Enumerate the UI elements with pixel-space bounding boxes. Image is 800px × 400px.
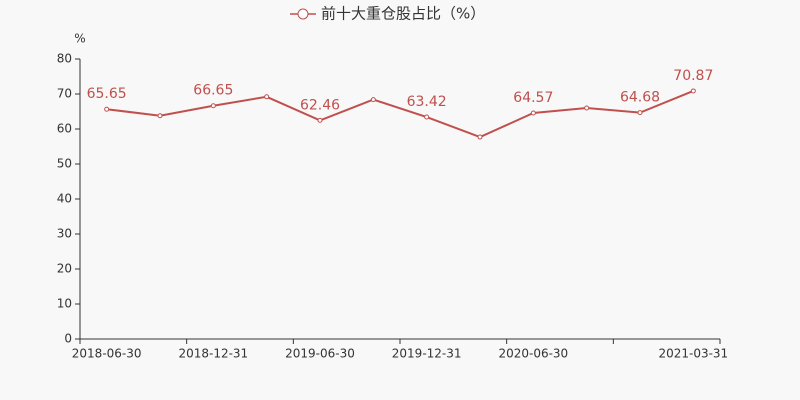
data-label: 64.57 <box>513 90 553 106</box>
x-tick-label: 2018-12-31 <box>178 347 248 361</box>
point <box>530 110 536 116</box>
point <box>157 113 163 119</box>
data-label: 63.42 <box>407 94 447 110</box>
point <box>264 94 270 100</box>
point <box>584 105 590 111</box>
y-tick-label: 60 <box>57 122 72 136</box>
point <box>317 117 323 123</box>
point <box>690 88 696 94</box>
data-label: 65.65 <box>87 86 127 102</box>
legend-marker <box>297 8 309 20</box>
x-tick-label: 2019-12-31 <box>392 347 462 361</box>
y-tick-label: 50 <box>57 157 72 171</box>
data-label: 66.65 <box>193 83 233 99</box>
point <box>370 97 376 103</box>
line <box>106 90 694 139</box>
y-axis-label: % <box>74 32 85 46</box>
point <box>210 103 216 109</box>
point <box>104 106 110 112</box>
y-tick-label: 30 <box>57 227 72 241</box>
data-label: 62.46 <box>300 97 340 113</box>
y-tick-label: 80 <box>57 52 72 66</box>
x-tick-label: 2020-06-30 <box>498 347 568 361</box>
legend-label: 前十大重仓股占比（%） <box>321 5 485 23</box>
point <box>637 110 643 116</box>
y-tick-label: 0 <box>64 332 72 346</box>
x-tick-label: 2021-03-31 <box>658 347 728 361</box>
y-tick-label: 40 <box>57 192 72 206</box>
data-label: 70.87 <box>673 68 713 84</box>
y-tick-label: 70 <box>57 87 72 101</box>
point <box>477 134 483 140</box>
point <box>424 114 430 120</box>
y-tick-label: 20 <box>57 262 72 276</box>
y-tick-label: 10 <box>57 297 72 311</box>
x-tick-label: 2019-06-30 <box>285 347 355 361</box>
x-tick-label: 2018-06-30 <box>72 347 142 361</box>
data-label: 64.68 <box>620 90 660 106</box>
